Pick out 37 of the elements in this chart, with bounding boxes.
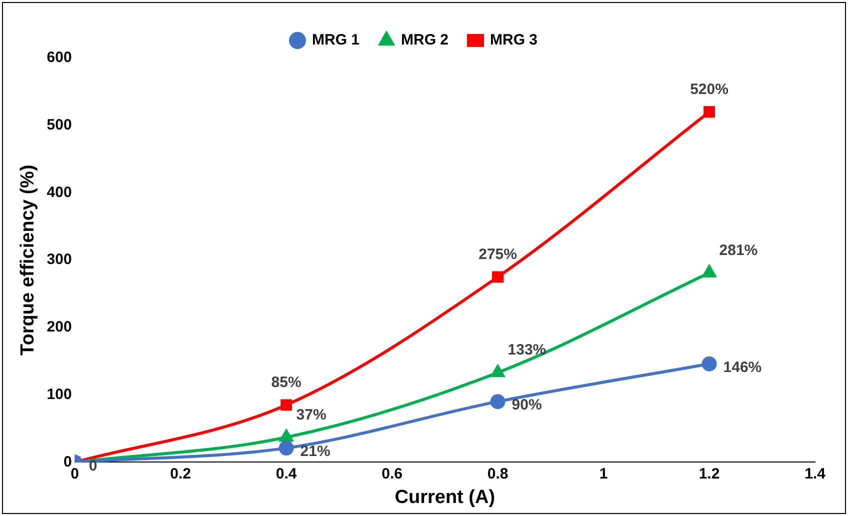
data-label: 90% bbox=[512, 396, 542, 414]
legend-label: MRG 1 bbox=[312, 32, 360, 49]
data-label: 275% bbox=[478, 246, 517, 264]
data-label: 520% bbox=[690, 81, 728, 98]
legend-label: MRG 3 bbox=[490, 32, 538, 49]
point bbox=[278, 440, 294, 456]
point bbox=[704, 106, 716, 118]
point bbox=[491, 365, 504, 378]
data-label: 85% bbox=[271, 374, 302, 392]
x-tick-label: 0.8 bbox=[487, 465, 508, 482]
y-tick-label: 0 bbox=[63, 453, 72, 470]
data-label: 133% bbox=[508, 342, 546, 359]
point bbox=[492, 271, 504, 283]
x-tick-label: 1 bbox=[599, 465, 608, 482]
point bbox=[702, 356, 717, 372]
data-label: 21% bbox=[300, 443, 330, 460]
legend-label: MRG 2 bbox=[401, 32, 449, 49]
y-tick-label: 500 bbox=[46, 116, 72, 134]
x-tick-label: 0.2 bbox=[170, 465, 191, 482]
y-axis-title: Torque efficiency (%) bbox=[18, 164, 39, 356]
data-label: 146% bbox=[723, 358, 762, 376]
x-tick-label: 0.6 bbox=[382, 465, 402, 482]
x-tick-label: 0.4 bbox=[276, 465, 298, 482]
y-tick-label: 100 bbox=[46, 386, 72, 403]
point bbox=[280, 399, 292, 411]
y-tick-label: 600 bbox=[46, 49, 72, 66]
y-tick-label: 300 bbox=[46, 251, 72, 268]
point bbox=[280, 430, 293, 442]
x-tick-label: 1.2 bbox=[698, 465, 720, 482]
y-tick-label: 200 bbox=[46, 318, 72, 336]
data-label: 37% bbox=[296, 406, 326, 424]
data-label: 281% bbox=[719, 242, 758, 260]
y-tick-label: 400 bbox=[46, 184, 72, 201]
x-axis-title: Current (A) bbox=[394, 486, 496, 508]
point bbox=[490, 394, 506, 410]
x-tick-label: 1.4 bbox=[804, 465, 826, 482]
point bbox=[702, 265, 716, 278]
